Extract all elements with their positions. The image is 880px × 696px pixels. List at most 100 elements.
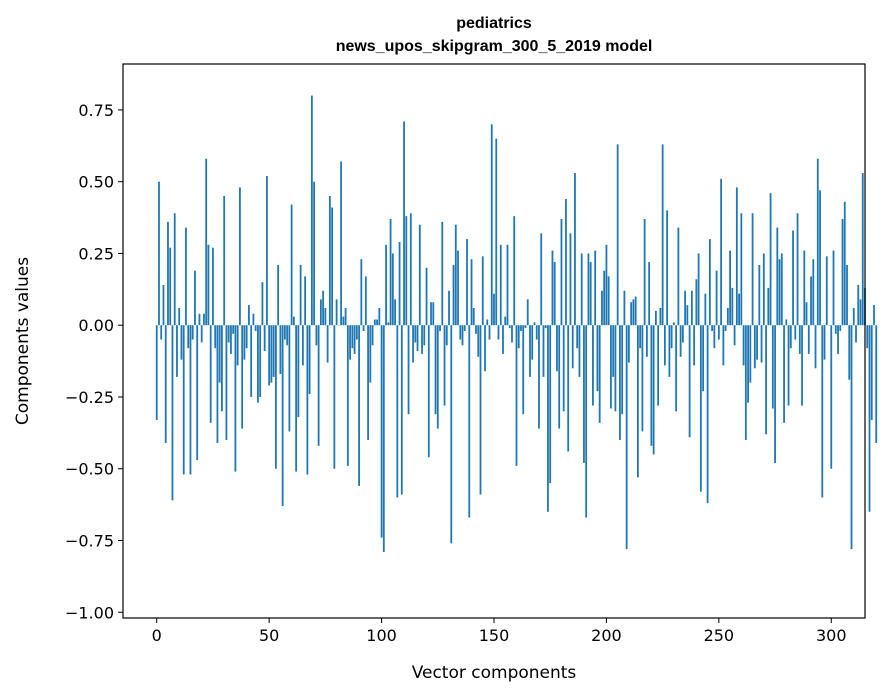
bar-301 (832, 250, 835, 326)
bar-153 (499, 244, 502, 326)
bar-110 (403, 121, 405, 326)
bar-277 (778, 259, 781, 326)
bar-226 (663, 325, 666, 366)
bar-10 (178, 307, 181, 326)
bar-269 (760, 325, 763, 363)
bar-276 (776, 227, 779, 326)
bar-156 (506, 244, 509, 326)
bar-314 (861, 173, 864, 326)
bar-26 (214, 325, 217, 349)
bar-41 (248, 305, 250, 326)
bar-0 (155, 325, 158, 420)
bar-16 (191, 325, 194, 340)
bar-134 (457, 250, 459, 326)
bar-254 (726, 307, 729, 326)
bar-200 (605, 244, 608, 326)
bar-19 (198, 313, 201, 326)
bar-174 (547, 325, 549, 512)
bar-298 (825, 256, 828, 326)
bar-290 (807, 325, 810, 354)
bar-76 (326, 325, 329, 363)
bar-106 (394, 299, 396, 326)
bar-205 (616, 144, 619, 326)
bar-132 (452, 264, 455, 326)
bar-144 (479, 325, 482, 495)
bar-194 (592, 325, 594, 406)
bar-122 (430, 302, 432, 326)
bar-253 (724, 325, 727, 331)
bar-192 (587, 253, 590, 326)
bar-100 (380, 325, 383, 538)
bar-235 (684, 290, 687, 326)
bar-99 (378, 307, 381, 326)
bar-189 (580, 253, 583, 326)
bar-171 (540, 233, 543, 326)
bar-159 (513, 216, 516, 326)
bar-97 (373, 319, 376, 326)
bar-78 (331, 207, 334, 326)
bar-173 (544, 325, 547, 329)
bar-222 (654, 310, 657, 326)
bar-273 (769, 193, 772, 326)
bar-9 (176, 325, 178, 377)
bar-113 (409, 213, 412, 326)
bar-319 (873, 305, 875, 326)
bar-119 (423, 325, 426, 346)
bar-225 (661, 144, 664, 326)
bar-89 (355, 325, 358, 340)
bar-22 (205, 158, 208, 326)
bar-42 (250, 325, 253, 397)
bar-64 (299, 264, 302, 326)
bar-161 (517, 325, 520, 349)
bar-243 (702, 325, 705, 392)
bar-308 (848, 325, 851, 380)
bar-68 (308, 325, 311, 395)
bar-215 (639, 325, 642, 349)
bar-224 (659, 307, 662, 326)
bar-155 (504, 316, 507, 326)
bar-214 (637, 325, 639, 478)
bar-245 (706, 325, 709, 504)
bar-129 (445, 325, 448, 346)
bar-221 (652, 325, 655, 455)
bar-145 (481, 256, 484, 326)
bar-96 (371, 325, 374, 346)
bar-195 (594, 250, 597, 326)
bar-45 (257, 325, 259, 403)
bar-37 (239, 187, 241, 326)
bar-282 (789, 325, 792, 349)
bar-160 (515, 325, 518, 466)
bar-238 (690, 290, 693, 326)
bar-14 (187, 325, 190, 349)
bar-126 (439, 325, 441, 331)
bar-80 (335, 299, 338, 326)
bar-182 (565, 198, 567, 326)
bar-300 (830, 325, 833, 469)
y-tick-label: 0.75 (78, 101, 114, 120)
bar-149 (490, 124, 493, 326)
bar-241 (697, 253, 700, 326)
bar-164 (524, 325, 527, 329)
y-tick-label: −0.25 (65, 388, 114, 407)
bar-137 (463, 325, 466, 331)
bar-237 (688, 325, 691, 438)
bar-95 (369, 325, 372, 383)
bar-287 (801, 325, 803, 406)
bar-13 (185, 227, 187, 326)
bar-143 (477, 325, 480, 357)
bar-61 (292, 316, 295, 326)
bar-32 (227, 325, 230, 343)
bar-136 (461, 325, 464, 346)
bar-246 (708, 239, 711, 326)
bar-172 (542, 325, 545, 377)
x-tick-label: 300 (816, 626, 847, 645)
bar-220 (650, 325, 653, 446)
bar-244 (704, 293, 707, 326)
bar-133 (454, 224, 457, 326)
y-tick-label: 0.00 (78, 316, 114, 335)
bar-5 (167, 221, 169, 326)
bar-107 (396, 325, 399, 498)
bar-242 (699, 325, 702, 492)
bar-203 (612, 325, 615, 377)
